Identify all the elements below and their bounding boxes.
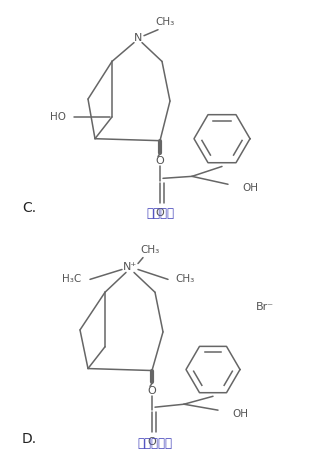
Text: 山莨菪碱: 山莨菪碱 — [146, 207, 174, 220]
Text: Br⁻: Br⁻ — [256, 302, 274, 312]
Text: 异丙托溴铵: 异丙托溴铵 — [137, 437, 172, 451]
Text: OH: OH — [232, 409, 248, 419]
Text: CH₃: CH₃ — [140, 244, 160, 255]
Text: N⁺: N⁺ — [123, 262, 137, 272]
Text: N: N — [134, 32, 142, 43]
Text: O: O — [148, 387, 156, 396]
Text: OH: OH — [242, 183, 258, 193]
Text: C.: C. — [22, 201, 36, 215]
Text: D.: D. — [22, 432, 37, 446]
Text: HO: HO — [50, 112, 66, 122]
Text: O: O — [156, 208, 164, 218]
Text: H₃C: H₃C — [62, 274, 82, 285]
Text: O: O — [156, 156, 164, 166]
Text: O: O — [148, 437, 156, 447]
Text: CH₃: CH₃ — [155, 17, 175, 27]
Text: CH₃: CH₃ — [175, 274, 195, 285]
